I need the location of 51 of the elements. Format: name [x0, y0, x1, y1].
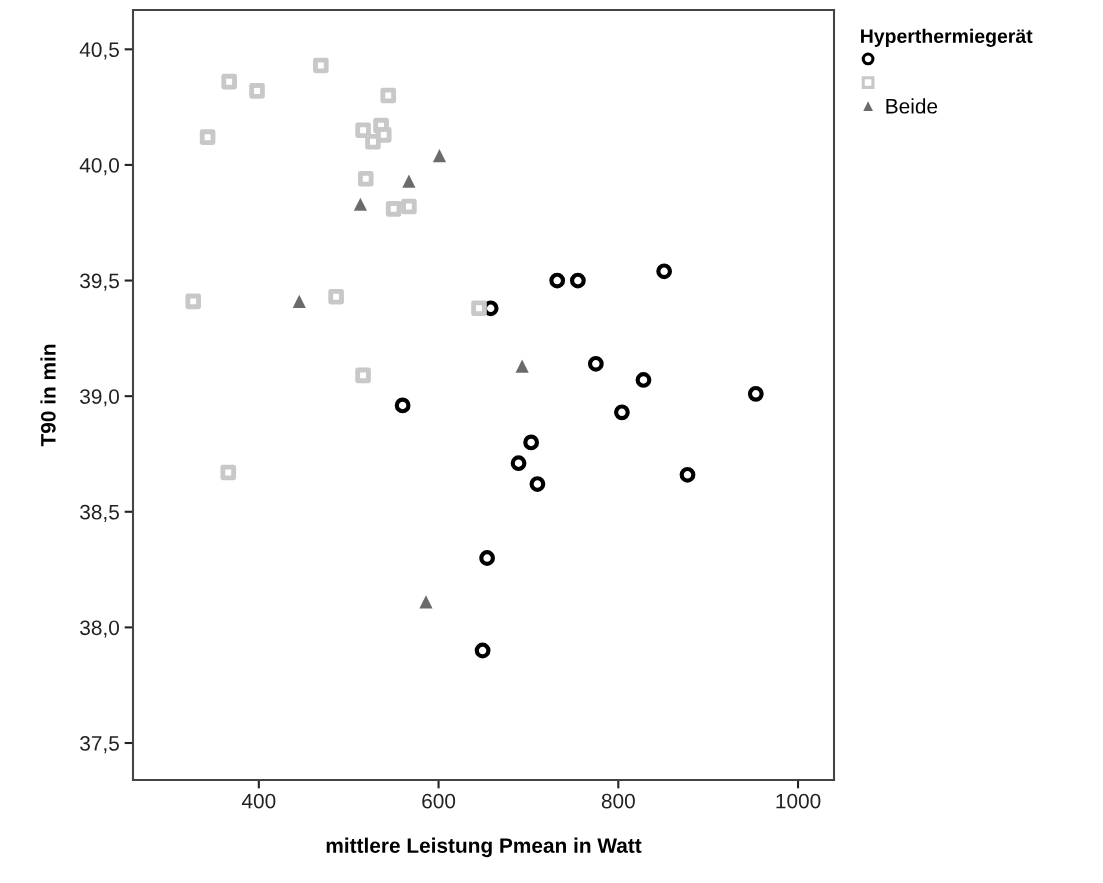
point: [515, 359, 529, 373]
x-tick-label: 800: [601, 793, 635, 809]
point: [479, 550, 495, 566]
x-axis-title: mittlere Leistung Pmean in Watt: [326, 837, 642, 858]
point: [313, 57, 329, 74]
point: [656, 263, 673, 280]
point: [292, 294, 306, 308]
point: [221, 73, 237, 90]
point: [587, 355, 604, 372]
point: [402, 174, 416, 188]
x-tick-label: 400: [241, 793, 276, 809]
point: [353, 197, 367, 211]
point: [199, 129, 216, 145]
y-tick-label: 40,5: [79, 42, 119, 60]
x-tick-label: 1000: [776, 793, 821, 809]
point: [510, 455, 527, 472]
point: [380, 87, 397, 104]
point: [529, 476, 546, 492]
point: [365, 133, 381, 150]
legend-title: Hyperthermiegerät: [861, 28, 1033, 47]
point: [355, 122, 371, 139]
y-tick-label: 38,5: [80, 504, 119, 522]
point: [569, 272, 586, 289]
point: [394, 397, 411, 414]
point: [401, 198, 417, 215]
point: [549, 272, 566, 289]
y-tick-label: 37,5: [80, 736, 119, 754]
x-tick-label: 600: [422, 793, 456, 809]
point: [249, 83, 265, 99]
legend-label: Beide: [886, 98, 938, 114]
point: [471, 300, 487, 317]
point: [375, 127, 392, 143]
point: [635, 372, 652, 388]
y-tick-label: 40,0: [79, 157, 119, 176]
point: [419, 595, 433, 609]
point: [432, 149, 447, 163]
point: [220, 464, 237, 481]
y-tick-label: 39,5: [80, 273, 119, 291]
point: [357, 170, 374, 187]
point: [328, 288, 344, 305]
point: [679, 466, 696, 483]
point: [747, 385, 764, 402]
y-tick-label: 38,0: [80, 620, 119, 638]
point: [385, 201, 402, 217]
point: [355, 367, 371, 384]
y-axis-title: T90 in min: [40, 344, 56, 447]
point: [474, 642, 491, 659]
point: [614, 404, 630, 421]
y-tick-label: 39,0: [80, 389, 119, 407]
point: [185, 293, 202, 310]
point: [523, 434, 540, 451]
